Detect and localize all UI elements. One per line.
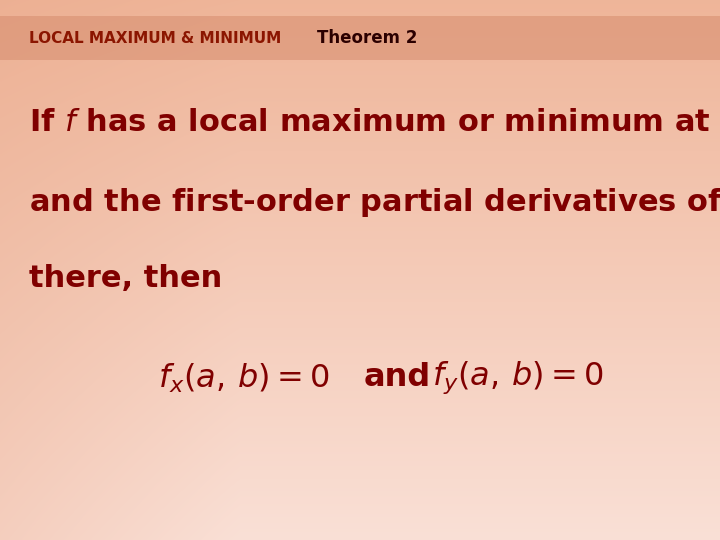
Bar [0, 16, 720, 60]
Text: LOCAL MAXIMUM & MINIMUM: LOCAL MAXIMUM & MINIMUM [29, 31, 281, 46]
Text: and: and [364, 362, 431, 394]
Text: If $\mathit{f}$ has a local maximum or minimum at $(\mathit{a},\, \mathit{b})$: If $\mathit{f}$ has a local maximum or m… [29, 106, 720, 137]
Text: there, then: there, then [29, 264, 222, 293]
Text: Theorem 2: Theorem 2 [317, 29, 417, 48]
Text: $f_x(a,\, b) = 0$: $f_x(a,\, b) = 0$ [158, 361, 330, 395]
Text: $f_y(a,\, b) = 0$: $f_y(a,\, b) = 0$ [432, 360, 603, 396]
Text: and the first-order partial derivatives of $\mathit{f}$ exist: and the first-order partial derivatives … [29, 186, 720, 219]
